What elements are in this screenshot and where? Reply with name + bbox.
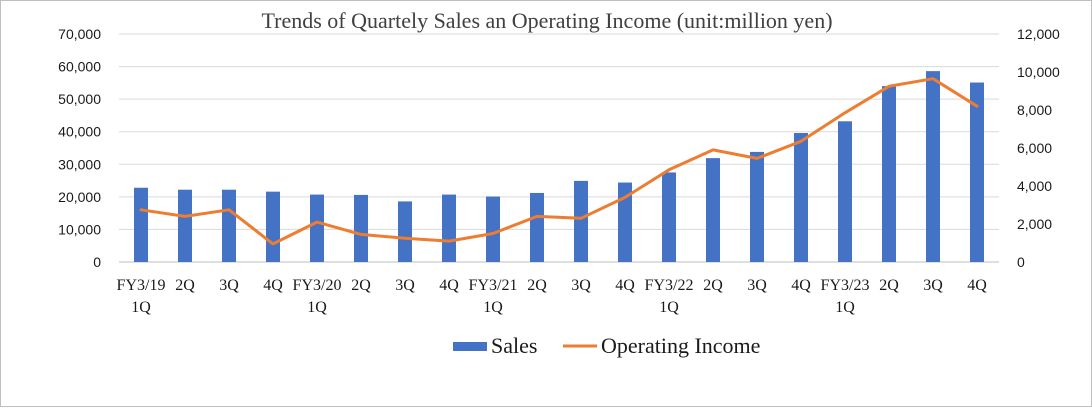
x-tick-label-line: 1Q	[483, 299, 503, 316]
right-tick-label: 2,000	[1017, 216, 1052, 232]
x-tick-label-line: 3Q	[219, 277, 239, 294]
right-tick-label: 10,000	[1017, 64, 1060, 80]
legend-label-sales: Sales	[491, 333, 537, 358]
sales-bar	[134, 188, 148, 262]
left-tick-label: 50,000	[58, 91, 101, 107]
x-tick-label: 2Q	[527, 277, 547, 294]
x-tick-label-line: 2Q	[879, 277, 899, 294]
x-tick-label: 4Q	[615, 277, 635, 294]
left-axis-ticks: 0 10,000 20,000 30,000 40,000 50,000 60,000 70,…	[58, 26, 101, 270]
sales-bar	[486, 197, 500, 262]
left-tick-label: 70,000	[58, 26, 101, 42]
right-tick-label: 6,000	[1017, 140, 1052, 156]
sales-bar	[530, 193, 544, 262]
left-tick-label: 10,000	[58, 221, 101, 237]
x-tick-label: FY3/20 1Q	[293, 277, 342, 316]
x-tick-label-line: 2Q	[175, 277, 195, 294]
right-tick-label: 0	[1017, 254, 1025, 270]
x-tick-label: 3Q	[395, 277, 415, 294]
x-tick-label: 2Q	[703, 277, 723, 294]
sales-bar	[794, 133, 808, 262]
x-tick-label-line: 1Q	[835, 299, 855, 316]
x-tick-label-line: 4Q	[263, 277, 283, 294]
x-tick-label: 4Q	[791, 277, 811, 294]
left-tick-label: 20,000	[58, 189, 101, 205]
x-tick-label-line: FY3/19	[117, 277, 166, 294]
x-tick-label-line: 4Q	[791, 277, 811, 294]
legend-swatch-sales	[453, 342, 487, 351]
legend-label-operating-income: Operating Income	[601, 333, 760, 358]
x-tick-label: 3Q	[219, 277, 239, 294]
x-tick-label: 4Q	[263, 277, 283, 294]
x-axis-ticks: FY3/19 1Q 2Q 3Q 4Q FY3/20 1Q 2Q 3Q 4Q FY3/21 1Q 2Q 3Q…	[117, 277, 988, 316]
x-tick-label: 4Q	[967, 277, 987, 294]
x-tick-label-line: 3Q	[747, 277, 767, 294]
x-tick-label-line: FY3/23	[821, 277, 870, 294]
x-tick-label-line: 1Q	[131, 299, 151, 316]
x-tick-label-line: 2Q	[703, 277, 723, 294]
sales-bar	[442, 195, 456, 262]
legend: Sales Operating Income	[453, 333, 760, 358]
sales-bar	[310, 195, 324, 262]
x-tick-label-line: 3Q	[923, 277, 943, 294]
right-tick-label: 12,000	[1017, 26, 1060, 42]
sales-bar	[706, 158, 720, 262]
left-tick-label: 30,000	[58, 156, 101, 172]
sales-bar	[662, 172, 676, 262]
sales-bar	[398, 201, 412, 262]
x-tick-label-line: 1Q	[659, 299, 679, 316]
sales-bar	[222, 190, 236, 262]
sales-bar	[970, 83, 984, 262]
x-tick-label-line: 4Q	[439, 277, 459, 294]
chart-title: Trends of Quartely Sales an Operating In…	[261, 8, 832, 33]
x-tick-label-line: FY3/21	[469, 277, 518, 294]
left-tick-label: 0	[93, 254, 101, 270]
x-tick-label: FY3/21 1Q	[469, 277, 518, 316]
x-tick-label-line: 4Q	[967, 277, 987, 294]
x-tick-label: 3Q	[571, 277, 591, 294]
x-tick-label: 2Q	[879, 277, 899, 294]
right-axis-ticks: 0 2,000 4,000 6,000 8,000 10,000 12,000	[1017, 26, 1060, 270]
x-tick-label: 2Q	[351, 277, 371, 294]
sales-bar	[882, 86, 896, 262]
right-tick-label: 8,000	[1017, 102, 1052, 118]
sales-bar	[750, 152, 764, 262]
x-tick-label-line: FY3/22	[645, 277, 694, 294]
x-tick-label-line: 2Q	[351, 277, 371, 294]
sales-bar	[354, 195, 368, 262]
x-tick-label: 3Q	[747, 277, 767, 294]
x-tick-label-line: FY3/20	[293, 277, 342, 294]
x-tick-label-line: 1Q	[307, 299, 327, 316]
x-tick-label: FY3/19 1Q	[117, 277, 166, 316]
x-tick-label: 2Q	[175, 277, 195, 294]
sales-bar	[838, 121, 852, 262]
sales-bar	[574, 181, 588, 262]
right-tick-label: 4,000	[1017, 178, 1052, 194]
x-tick-label-line: 2Q	[527, 277, 547, 294]
x-tick-label: 4Q	[439, 277, 459, 294]
x-tick-label: FY3/22 1Q	[645, 277, 694, 316]
left-tick-label: 40,000	[58, 124, 101, 140]
x-tick-label-line: 3Q	[571, 277, 591, 294]
sales-bar	[178, 190, 192, 262]
x-tick-label: FY3/23 1Q	[821, 277, 870, 316]
sales-bar	[926, 71, 940, 262]
x-tick-label: 3Q	[923, 277, 943, 294]
x-tick-label-line: 4Q	[615, 277, 635, 294]
left-tick-label: 60,000	[58, 59, 101, 75]
x-tick-label-line: 3Q	[395, 277, 415, 294]
sales-bar	[266, 192, 280, 262]
